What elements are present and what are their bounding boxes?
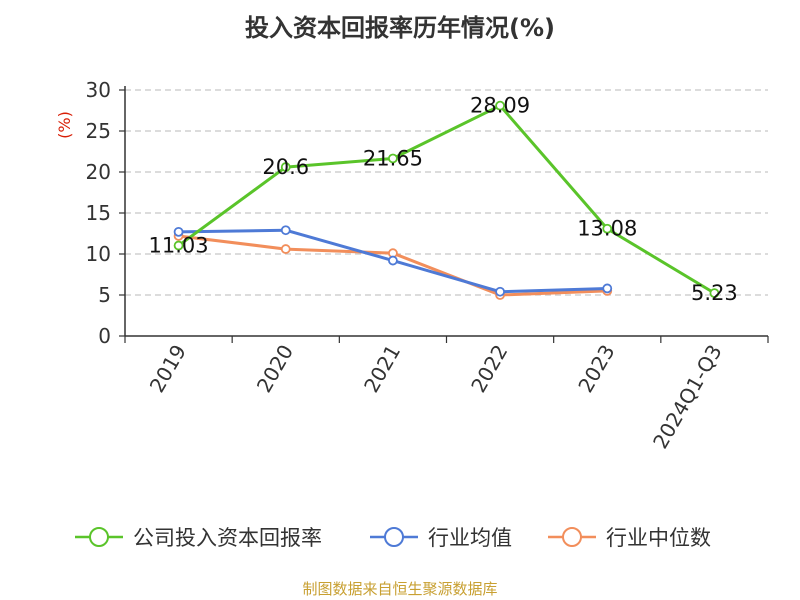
x-tick-label: 2023 [573,341,619,397]
data-point [173,226,184,237]
y-tick-label: 15 [86,201,111,225]
data-label: 28.09 [470,94,530,118]
y-tick-label: 0 [98,324,111,348]
series-line [178,234,608,297]
y-tick-label: 25 [86,119,111,143]
data-label: 20.6 [262,155,309,179]
x-tick-label: 2021 [359,341,405,397]
grid-lines [125,89,768,296]
data-point [280,162,291,172]
legend-label: 行业均值 [428,526,512,550]
y-tick-label: 20 [86,160,111,184]
legend-label: 公司投入资本回报率 [133,526,322,550]
series-lines [173,100,720,300]
series-line [177,104,716,295]
data-label: 21.65 [363,146,423,170]
y-axis-label: (%) [55,111,74,139]
legend-marker-circle [89,527,109,547]
legend-marker-circle [562,527,582,547]
data-label: 5.23 [691,281,738,305]
chart-title: 投入资本回报率历年情况(%) [245,14,555,42]
legend-label: 行业中位数 [606,526,711,550]
data-point [602,283,613,294]
x-tick-label: 2020 [252,341,298,397]
data-point [495,100,505,111]
data-point [709,288,720,299]
y-tick-label: 5 [98,283,111,307]
data-point [495,286,505,297]
x-tick-label: 2019 [145,341,191,397]
source-note: 制图数据来自恒生聚源数据库 [302,580,498,598]
data-label: 13.08 [577,217,637,241]
y-tick-label: 30 [86,78,111,102]
x-tick-label: 2022 [466,341,512,397]
data-labels: 11.03 20.6 21.65 28.09 13.08 5.23 [149,94,738,305]
data-point [388,153,398,164]
data-point [280,225,291,236]
data-point [173,240,184,251]
data-point [602,223,613,234]
x-tick-label: 2024Q1-Q3 [648,341,727,453]
legend: 公司投入资本回报率 行业均值 行业中位数 [75,526,711,550]
data-label: 11.03 [149,234,209,258]
y-tick-label: 10 [86,242,111,266]
data-point [280,244,291,254]
data-point [388,255,398,266]
legend-marker-circle [384,527,404,547]
